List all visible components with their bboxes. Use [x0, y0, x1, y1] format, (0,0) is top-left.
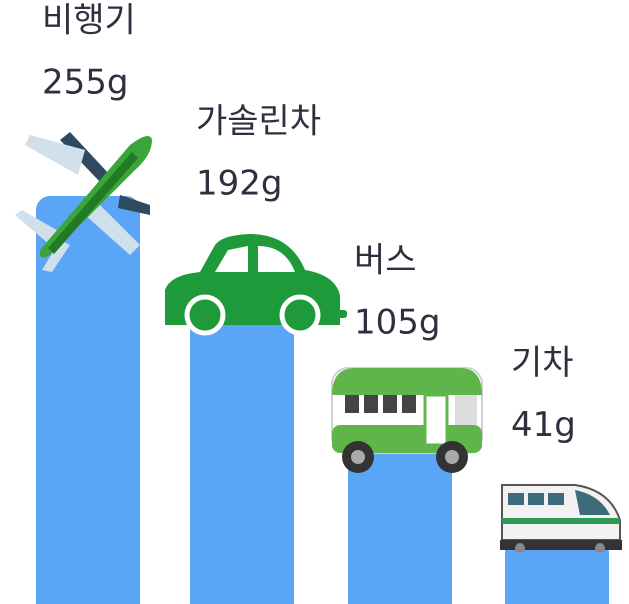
- category-label: 기차: [511, 343, 574, 383]
- value-label: 105g: [354, 303, 440, 343]
- bar: [36, 196, 140, 604]
- train-icon: [500, 484, 622, 553]
- value-label: 192g: [196, 163, 282, 203]
- value-label: 41g: [511, 405, 576, 445]
- category-label: 버스: [354, 241, 417, 281]
- bar: [505, 538, 609, 604]
- car-icon: [165, 234, 347, 336]
- bar: [348, 436, 452, 604]
- bars: [36, 196, 609, 604]
- bus-icon: [331, 367, 483, 473]
- category-label: 비행기: [42, 1, 136, 41]
- bar: [190, 296, 294, 604]
- plane-icon: [15, 132, 152, 272]
- value-label: 255g: [42, 63, 128, 103]
- category-label: 가솔린차: [196, 101, 321, 141]
